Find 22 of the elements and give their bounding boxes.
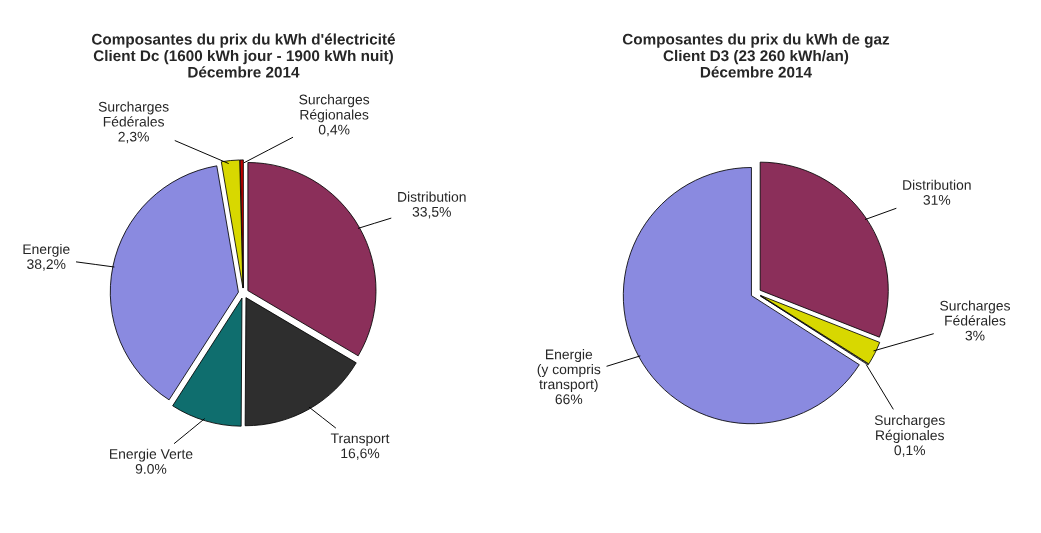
slice-label: Surcharges Fédérales bbox=[98, 101, 169, 127]
slice-label: Surcharges Régionales bbox=[299, 94, 370, 123]
slice-label: Energie Verte bbox=[110, 448, 193, 462]
data-label: 3% bbox=[965, 330, 985, 341]
slice-label: Surcharges Fédérales bbox=[940, 300, 1010, 326]
data-label: 33,5% bbox=[412, 206, 451, 219]
data-label: 0,4% bbox=[318, 124, 350, 137]
data-label: 0,1% bbox=[894, 445, 926, 457]
chart-title: Composantes du prix du kWh d'électricité Client Dc (1600 kWh jour - 1900 kWh nuit) Décembre 2014 bbox=[92, 33, 395, 78]
slice-label: Surcharges Régionales bbox=[874, 414, 945, 443]
slice-label: Energie (y compris transport) bbox=[537, 349, 601, 392]
data-label: 2,3% bbox=[118, 131, 149, 144]
slice-label: Distribution bbox=[903, 179, 971, 190]
data-label: 16,6% bbox=[341, 448, 380, 460]
slice-label: Distribution bbox=[398, 191, 466, 202]
slice-label: Transport bbox=[330, 433, 390, 446]
data-label: 66% bbox=[555, 394, 583, 405]
data-label: 38,2% bbox=[27, 259, 66, 271]
slice-label: Energie bbox=[23, 243, 70, 257]
data-label: 31% bbox=[923, 195, 951, 205]
chart-title: Composantes du prix du kWh de gaz Client D3 (23 260 kWh/an) Décembre 2014 bbox=[622, 33, 890, 78]
data-label: 9.0% bbox=[135, 464, 167, 474]
